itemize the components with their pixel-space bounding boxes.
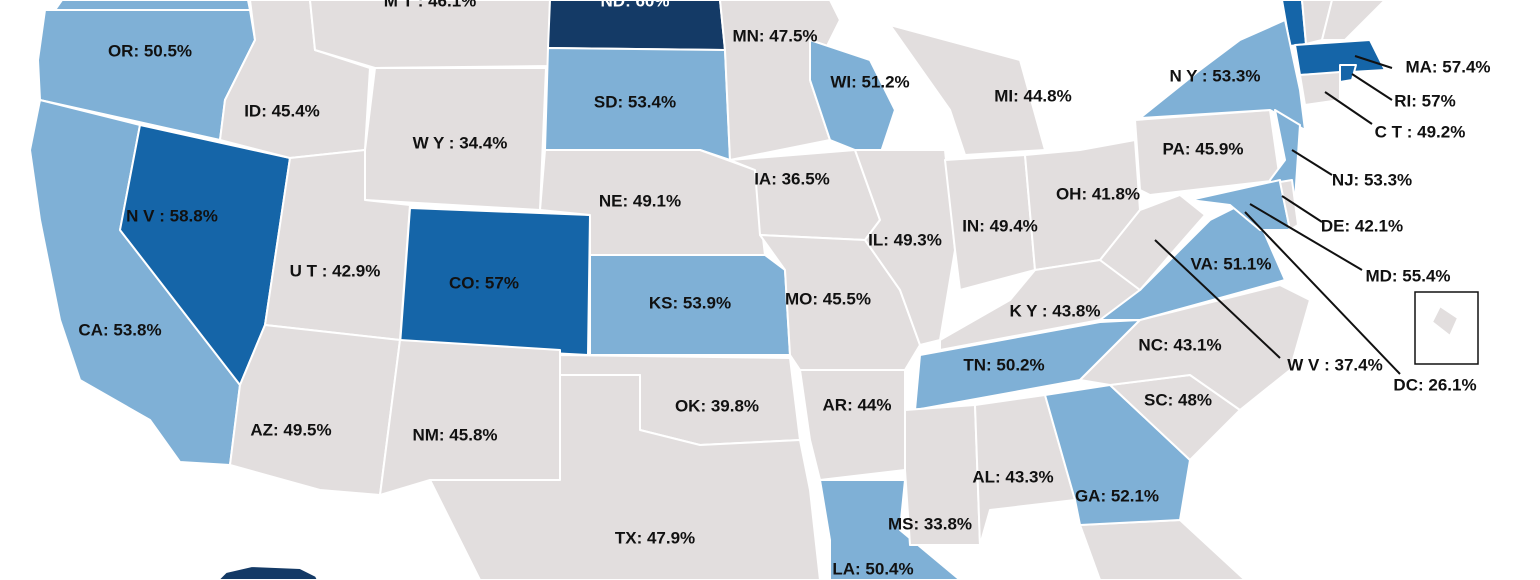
state-label: CO: 57% <box>449 273 519 292</box>
state-label: GA: 52.1% <box>1075 486 1159 505</box>
state-label: OR: 50.5% <box>108 41 192 60</box>
state-shape <box>54 0 251 11</box>
state-label: VA: 51.1% <box>1191 254 1272 273</box>
state-shape <box>1189 179 1291 231</box>
leader-line <box>1281 195 1323 223</box>
leader-lines <box>1154 55 1401 375</box>
state-label: DE: 42.1% <box>1321 216 1403 235</box>
state-label: N Y : 53.3% <box>1169 66 1260 85</box>
state-label: LA: 50.4% <box>832 559 913 578</box>
state-shape <box>1321 0 1386 41</box>
state-shape <box>1339 64 1357 83</box>
state-label: AR: 44% <box>823 395 892 414</box>
state-shape <box>1079 284 1311 411</box>
leader-line <box>1324 91 1373 125</box>
state-label: NC: 43.1% <box>1138 335 1221 354</box>
state-label: SC: 48% <box>1144 390 1212 409</box>
state-shapes <box>29 0 1479 580</box>
state-shape <box>379 339 561 496</box>
state-labels: OR: 50.5% CA: 53.8% N V : 58.8% ID: 45.4% M … <box>78 0 1490 578</box>
leader-line <box>1244 211 1401 375</box>
state-label: MN: 47.5% <box>732 26 817 45</box>
state-label: MD: 55.4% <box>1365 266 1450 285</box>
state-label: IL: 49.3% <box>868 230 942 249</box>
state-label: AL: 43.3% <box>972 467 1053 486</box>
state-label: ID: 45.4% <box>244 101 320 120</box>
state-shape <box>889 24 1046 156</box>
state-shape <box>229 324 401 496</box>
state-shape <box>1139 19 1306 131</box>
state-label: N V : 58.8% <box>126 206 218 225</box>
state-label: W V : 37.4% <box>1287 355 1382 374</box>
state-shape <box>1279 179 1299 231</box>
leader-line <box>1351 73 1393 101</box>
state-label: TN: 50.2% <box>963 355 1044 374</box>
state-label: K Y : 43.8% <box>1009 301 1100 320</box>
state-label: IN: 49.4% <box>962 216 1038 235</box>
leader-line <box>1354 55 1393 69</box>
leader-line <box>1249 203 1363 271</box>
state-shape <box>429 374 821 580</box>
state-label: NM: 45.8% <box>412 425 497 444</box>
state-label: IA: 36.5% <box>754 169 830 188</box>
state-label: MA: 57.4% <box>1405 57 1490 76</box>
leader-line <box>1154 239 1281 359</box>
state-shape <box>217 565 319 580</box>
state-label: TX: 47.9% <box>615 528 695 547</box>
state-shape <box>799 369 906 481</box>
state-shape <box>1079 519 1246 580</box>
state-label: MO: 45.5% <box>785 289 871 308</box>
state-shape <box>1299 71 1341 106</box>
state-shape <box>944 154 1036 291</box>
state-label: DC: 26.1% <box>1393 375 1476 394</box>
state-label: W Y : 34.4% <box>413 133 508 152</box>
state-label: NE: 49.1% <box>599 191 681 210</box>
state-label: SD: 53.4% <box>594 92 676 111</box>
state-label: PA: 45.9% <box>1163 139 1244 158</box>
leader-line <box>1291 149 1333 176</box>
state-shape <box>974 394 1076 546</box>
state-label: C T : 49.2% <box>1375 122 1466 141</box>
state-label: AZ: 49.5% <box>250 420 331 439</box>
state-label: CA: 53.8% <box>78 320 161 339</box>
state-label: OK: 39.8% <box>675 396 759 415</box>
state-label: ND: 60% <box>601 0 670 10</box>
state-shape <box>1099 194 1206 291</box>
state-label: M T : 46.1% <box>384 0 477 10</box>
dc-shape <box>1431 305 1459 337</box>
state-label: RI: 57% <box>1394 91 1455 110</box>
state-label: WI: 51.2% <box>830 72 909 91</box>
state-label: MS: 33.8% <box>888 514 972 533</box>
state-label: OH: 41.8% <box>1056 184 1140 203</box>
state-shape <box>1294 39 1386 76</box>
state-shape <box>364 67 547 211</box>
state-shape <box>904 404 981 546</box>
state-label: KS: 53.9% <box>649 293 731 312</box>
state-label: NJ: 53.3% <box>1332 170 1412 189</box>
state-label: U T : 42.9% <box>290 261 381 280</box>
state-label: MI: 44.8% <box>994 86 1071 105</box>
